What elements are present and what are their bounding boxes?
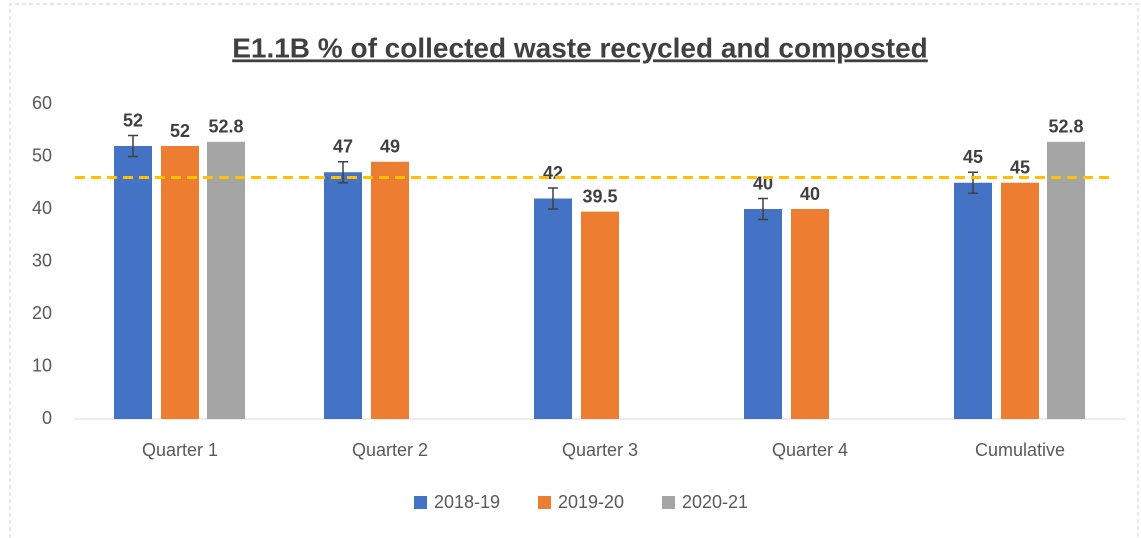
bar <box>954 182 992 419</box>
y-tick-label: 30 <box>32 250 52 270</box>
bar <box>161 146 199 419</box>
data-label: 52.8 <box>1048 117 1083 137</box>
data-label: 52 <box>170 121 190 141</box>
x-tick-label: Quarter 2 <box>352 440 428 460</box>
chart-border <box>9 3 1139 538</box>
bar <box>371 161 409 419</box>
bar <box>581 211 619 419</box>
y-tick-label: 60 <box>32 93 52 113</box>
y-tick-label: 10 <box>32 355 52 375</box>
legend-swatch <box>414 496 427 509</box>
y-tick-label: 20 <box>32 303 52 323</box>
legend-swatch <box>538 496 551 509</box>
y-tick-label: 40 <box>32 198 52 218</box>
legend-label: 2020-21 <box>682 492 748 512</box>
data-label: 39.5 <box>582 186 617 206</box>
data-label: 45 <box>963 147 983 167</box>
y-tick-label: 0 <box>42 408 52 428</box>
bar <box>534 198 572 419</box>
error-bar <box>128 134 138 158</box>
x-tick-label: Quarter 4 <box>772 440 848 460</box>
error-bar <box>968 171 978 194</box>
data-label: 52 <box>123 110 143 130</box>
data-label: 49 <box>380 137 400 157</box>
bar <box>114 146 152 419</box>
bar <box>207 141 245 420</box>
bar <box>1001 182 1039 419</box>
data-label: 42 <box>543 163 563 183</box>
x-tick-label: Quarter 3 <box>562 440 638 460</box>
chart-title: E1.1B % of collected waste recycled and … <box>232 32 928 63</box>
data-label: 45 <box>1010 158 1030 178</box>
data-label: 40 <box>800 184 820 204</box>
y-tick-label: 50 <box>32 145 52 165</box>
legend-swatch <box>662 496 675 509</box>
legend-label: 2019-20 <box>558 492 624 512</box>
data-label: 52.8 <box>208 117 243 137</box>
error-bar <box>548 187 558 210</box>
bar <box>324 172 362 419</box>
data-label: 47 <box>333 137 353 157</box>
bar <box>791 209 829 419</box>
legend-label: 2018-19 <box>434 492 500 512</box>
x-tick-label: Cumulative <box>975 440 1065 460</box>
bar <box>744 209 782 419</box>
x-tick-label: Quarter 1 <box>142 440 218 460</box>
error-bar <box>758 197 768 221</box>
error-bar <box>338 161 348 184</box>
bar <box>1047 141 1085 420</box>
